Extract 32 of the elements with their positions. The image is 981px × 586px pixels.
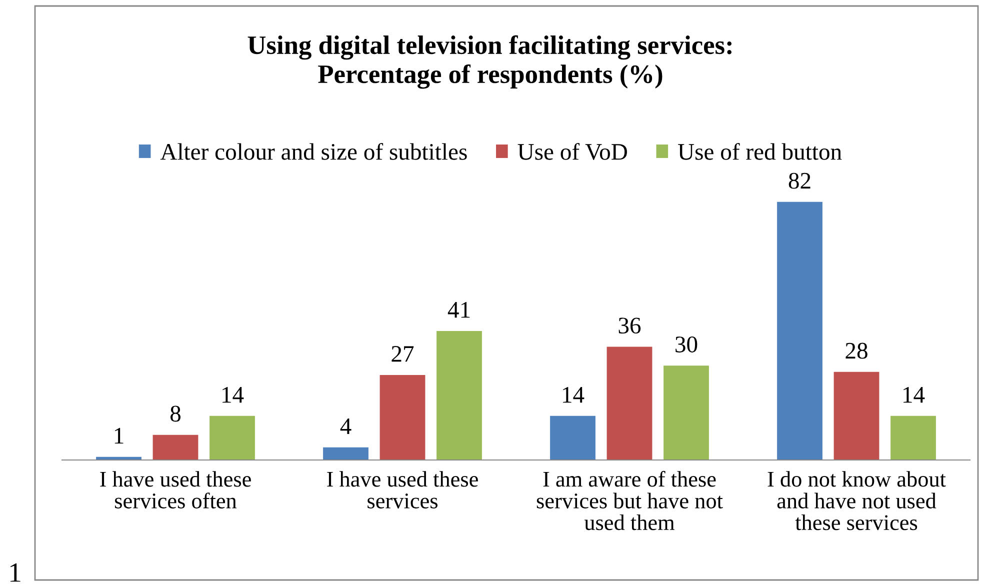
- data-label: 36: [618, 318, 641, 334]
- data-label: 8: [170, 406, 181, 422]
- bar: [152, 434, 198, 460]
- data-label: 28: [846, 342, 868, 359]
- data-label: 30: [676, 336, 698, 352]
- x-tick-label: I have used these services often: [100, 471, 251, 508]
- bar: [436, 330, 482, 460]
- text: 1: [10, 563, 20, 582]
- bar: [834, 372, 880, 460]
- bar: [380, 375, 426, 460]
- x-tick-label: I am aware of these services but have not used them: [536, 470, 723, 530]
- data-label: 14: [563, 386, 584, 403]
- x-tick-label: I do not know about and have not used these services: [768, 471, 946, 530]
- data-label: 14: [222, 386, 244, 403]
- bar: [323, 447, 368, 460]
- bar: [777, 202, 822, 460]
- legend-label: Alter colour and size of subtitles: [160, 143, 467, 160]
- bar: [664, 366, 709, 460]
- data-label: 41: [448, 302, 470, 318]
- bar: [890, 416, 936, 460]
- bar: [606, 346, 652, 460]
- data-label: 27: [392, 346, 414, 362]
- bar: [210, 416, 255, 460]
- x-tick-label: I have used these services: [327, 471, 478, 508]
- data-label: 4: [340, 418, 352, 434]
- data-label: 82: [788, 172, 810, 189]
- legend-label: Use of red button: [678, 143, 842, 160]
- bar: [550, 416, 596, 460]
- data-label: 1: [114, 428, 124, 444]
- legend-label: Use of VoD: [518, 143, 627, 160]
- data-label: 14: [904, 386, 925, 403]
- chart-title: Using digital television facilitating services: Percentage of respondents (%): [248, 35, 732, 89]
